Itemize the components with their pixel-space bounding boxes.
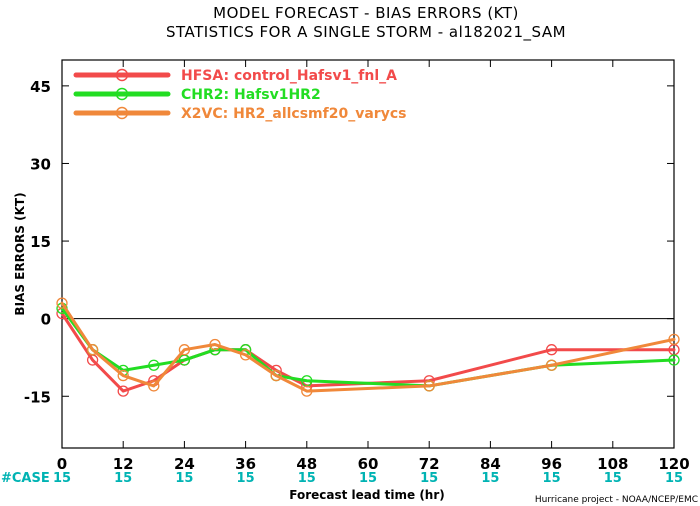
data-point-chr2 [668, 354, 680, 366]
legend-series-name: X2VC [181, 106, 223, 122]
legend: HFSA: control_Hafsv1_fnl_A CHR2: Hafsv1HR… [73, 68, 406, 122]
x-tick-label: 60 [358, 455, 379, 473]
x-tick-label: 108 [597, 455, 628, 473]
x-tick-label: 120 [658, 455, 689, 473]
data-point-hfsa [117, 385, 129, 397]
legend-separator: : [224, 87, 234, 103]
case-count-value: 15 [359, 471, 377, 486]
y-tick-label: 30 [30, 155, 51, 173]
y-tick-label: 15 [30, 233, 51, 251]
legend-marker-chr2 [115, 87, 129, 101]
series-line-hfsa [60, 311, 676, 393]
data-point-x2vc [117, 369, 129, 382]
legend-series-description: Hafsv1HR2 [234, 87, 321, 103]
legend-separator: : [223, 106, 233, 122]
legend-series-description: control_Hafsv1_fnl_A [234, 68, 397, 84]
series-group [56, 297, 680, 397]
x-tick-label: 96 [541, 455, 562, 473]
case-count-value: 15 [298, 471, 316, 486]
legend-label-x2vc: X2VC: HR2_allcsmf20_varycs [181, 106, 406, 122]
chart-subtitle: STATISTICS FOR A SINGLE STORM - al182021… [166, 23, 566, 42]
case-count-value: 15 [543, 471, 561, 486]
data-point-x2vc [423, 380, 435, 392]
data-point-chr2 [148, 359, 160, 371]
data-point-x2vc [86, 344, 99, 356]
data-point-x2vc [270, 369, 282, 382]
data-point-x2vc [148, 380, 160, 392]
y-axis-label: BIAS ERRORS (KT) [13, 192, 27, 315]
x-tick-label: 24 [174, 455, 195, 473]
case-count-values: 15 15 15 15 15 15 15 15 15 15 15 [53, 471, 683, 486]
series-line-x2vc [60, 301, 676, 393]
case-count-value: 15 [53, 471, 71, 486]
case-count-value: 15 [114, 471, 132, 486]
x-tick-label: 72 [419, 455, 440, 473]
case-count-value: 15 [665, 471, 683, 486]
chart-title: MODEL FORECAST - BIAS ERRORS (KT) [213, 4, 519, 22]
legend-marker-x2vc [115, 106, 129, 120]
case-count-value: 15 [237, 471, 255, 486]
case-count-value: 15 [175, 471, 193, 486]
x-tick-label: 48 [296, 455, 317, 473]
case-count-label: #CASE [1, 471, 50, 486]
legend-label-hfsa: HFSA: control_Hafsv1_fnl_A [181, 68, 397, 84]
legend-marker-hfsa [115, 68, 129, 82]
data-point-x2vc [178, 344, 191, 356]
series-line-chr2 [60, 306, 676, 388]
data-point-x2vc [668, 333, 680, 346]
data-point-x2vc [209, 338, 221, 351]
data-point-x2vc [239, 349, 252, 361]
data-point-hfsa [545, 344, 558, 356]
y-tick-label: 0 [41, 311, 51, 329]
data-point-x2vc [545, 359, 558, 371]
x-axis-ticks: 0 12 24 36 48 60 72 84 96 108 120 [57, 60, 690, 473]
x-tick-label: 36 [235, 455, 256, 473]
case-count-value: 15 [604, 471, 622, 486]
x-tick-label: 84 [480, 455, 501, 473]
legend-label-chr2: CHR2: Hafsv1HR2 [181, 87, 321, 103]
legend-separator: : [223, 68, 233, 84]
data-point-x2vc [56, 297, 68, 309]
x-axis-label: Forecast lead time (hr) [289, 488, 445, 502]
legend-series-name: CHR2 [181, 87, 224, 103]
case-count-value: 15 [481, 471, 499, 486]
legend-series-name: HFSA [181, 68, 223, 84]
y-tick-label: 45 [30, 78, 51, 96]
x-tick-label: 0 [57, 455, 67, 473]
legend-series-description: HR2_allcsmf20_varycs [233, 106, 406, 122]
x-tick-label: 12 [113, 455, 134, 473]
y-tick-label: -15 [24, 388, 51, 406]
case-count-value: 15 [420, 471, 438, 486]
credit-text: Hurricane project - NOAA/NCEP/EMC [535, 495, 698, 505]
y-axis-ticks: -15 0 15 30 45 [24, 78, 674, 406]
data-point-x2vc [301, 385, 313, 397]
